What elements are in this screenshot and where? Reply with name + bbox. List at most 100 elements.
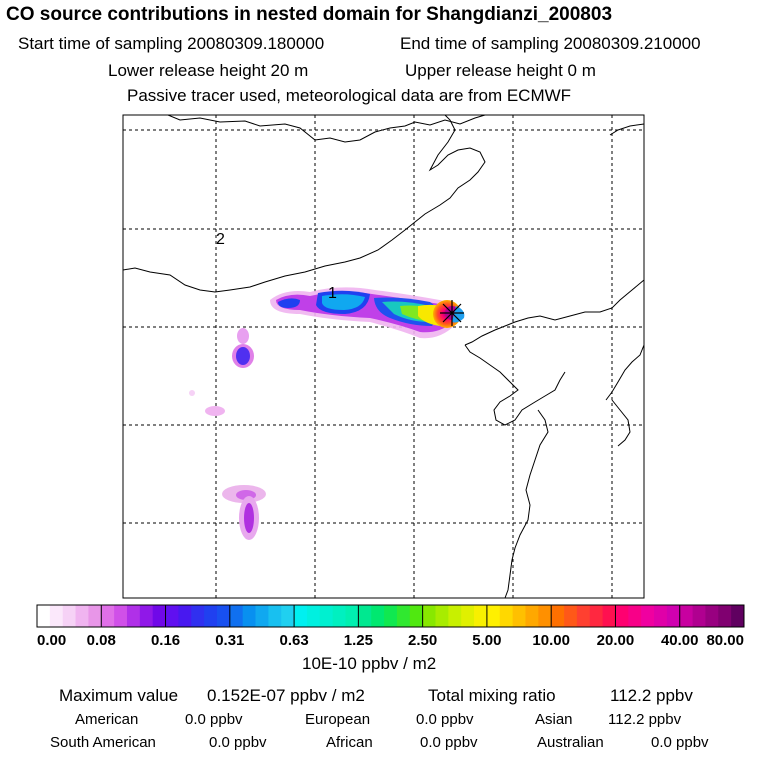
colorbar-cell bbox=[345, 605, 359, 627]
border-north bbox=[167, 115, 486, 143]
colorbar-cell bbox=[564, 605, 578, 627]
colorbar-ticks: 0.00 0.08 0.16 0.31 0.63 1.25 2.50 5.00 10.00 20.… bbox=[36, 605, 745, 649]
colorbar-cell bbox=[525, 605, 539, 627]
coast-korea bbox=[605, 344, 644, 401]
colorbar-cell bbox=[152, 605, 166, 627]
colorbar-cell bbox=[229, 605, 244, 627]
colorbar-tick-label: 80.00 bbox=[706, 632, 744, 649]
colorbar-tick-label: 0.00 bbox=[37, 632, 66, 649]
colorbar-tick-label: 2.50 bbox=[408, 632, 437, 649]
colorbar-cell bbox=[191, 605, 205, 627]
colorbar-cell bbox=[731, 605, 745, 627]
region-name: American bbox=[75, 711, 139, 728]
region-name: South American bbox=[50, 734, 156, 751]
region-name: European bbox=[305, 711, 371, 728]
colorbar-cell bbox=[474, 605, 488, 627]
colorbar-cell bbox=[306, 605, 321, 627]
colorbar-cell bbox=[666, 605, 681, 627]
colorbar-cell bbox=[255, 605, 269, 627]
colorbar-cell bbox=[281, 605, 295, 627]
colorbar-cell bbox=[371, 605, 385, 627]
colorbar-cell bbox=[435, 605, 449, 627]
colorbar-cell bbox=[268, 605, 282, 627]
receptor-marker bbox=[440, 300, 464, 326]
region-name: Australian bbox=[537, 734, 604, 751]
region-value: 0.0 ppbv bbox=[420, 734, 478, 751]
colorbar-cell bbox=[705, 605, 719, 627]
map-label-1: 1 bbox=[328, 285, 337, 302]
colorbar-cell bbox=[37, 605, 51, 627]
colorbar-cell bbox=[62, 605, 76, 627]
colorbar-cell bbox=[422, 605, 436, 627]
colorbar-tick-label: 0.08 bbox=[87, 632, 116, 649]
lower-release-height: Lower release height 20 m bbox=[108, 61, 309, 80]
plume-west-cell bbox=[278, 298, 300, 308]
sampling-end-time: End time of sampling 20080309.210000 bbox=[400, 34, 701, 53]
colorbar-cell bbox=[538, 605, 552, 627]
max-value: 0.152E-07 ppbv / m2 bbox=[207, 686, 365, 705]
colorbar-tick-label: 40.00 bbox=[661, 632, 699, 649]
patch-a bbox=[237, 328, 249, 344]
colorbar-cell bbox=[486, 605, 501, 627]
colorbar-tick-label: 1.25 bbox=[344, 632, 373, 649]
coast-east-china bbox=[504, 409, 549, 598]
plume-cyan-core bbox=[322, 294, 365, 310]
region-value: 0.0 ppbv bbox=[209, 734, 267, 751]
colorbar-cell bbox=[602, 605, 616, 627]
sampling-start-time: Start time of sampling 20080309.180000 bbox=[18, 34, 325, 53]
coast-korea-south bbox=[611, 399, 631, 447]
coast-shandong bbox=[464, 344, 566, 426]
colorbar-tick-label: 0.63 bbox=[279, 632, 308, 649]
region-value: 0.0 ppbv bbox=[416, 711, 474, 728]
colorbar-cell bbox=[319, 605, 334, 627]
border-mongolia bbox=[123, 115, 486, 293]
border-northeast bbox=[609, 123, 644, 136]
colorbar-cell bbox=[139, 605, 154, 627]
colorbar-cell bbox=[75, 605, 89, 627]
colorbar-cell bbox=[679, 605, 693, 627]
colorbar-cell bbox=[615, 605, 629, 627]
colorbar-cell bbox=[718, 605, 732, 627]
region-value: 112.2 ppbv bbox=[608, 711, 682, 728]
colorbar-cell bbox=[499, 605, 514, 627]
colorbar-cell bbox=[294, 605, 308, 627]
colorbar-cell bbox=[242, 605, 256, 627]
colorbar-tick-label: 5.00 bbox=[472, 632, 501, 649]
colorbar-unit: 10E-10 ppbv / m2 bbox=[302, 654, 437, 673]
colorbar-cell bbox=[641, 605, 655, 627]
colorbar-cell bbox=[165, 605, 179, 627]
total-mixing-value: 112.2 ppbv bbox=[610, 686, 693, 705]
colorbar-cell bbox=[114, 605, 128, 627]
colorbar-cell bbox=[589, 605, 603, 627]
colorbar-cell bbox=[461, 605, 475, 627]
colorbar-tick-label: 20.00 bbox=[597, 632, 635, 649]
colorbar-cell bbox=[396, 605, 411, 627]
chart-title: CO source contributions in nested domain… bbox=[6, 4, 613, 25]
colorbar-cell bbox=[551, 605, 565, 627]
colorbar-cells bbox=[37, 605, 745, 627]
patch-c bbox=[189, 390, 195, 396]
region-name: African bbox=[326, 734, 373, 751]
patch-b-core bbox=[236, 347, 250, 365]
colorbar-cell bbox=[49, 605, 64, 627]
total-mixing-label: Total mixing ratio bbox=[428, 686, 556, 705]
colorbar-cell bbox=[384, 605, 398, 627]
map-label-2: 2 bbox=[216, 231, 225, 248]
colorbar-cell bbox=[654, 605, 668, 627]
colorbar-cell bbox=[178, 605, 192, 627]
upper-release-height: Upper release height 0 m bbox=[405, 61, 596, 80]
colorbar-cell bbox=[628, 605, 642, 627]
colorbar-cell bbox=[332, 605, 346, 627]
colorbar-cell bbox=[576, 605, 591, 627]
colorbar-cell bbox=[512, 605, 526, 627]
region-name: Asian bbox=[535, 711, 573, 728]
colorbar-cell bbox=[448, 605, 462, 627]
colorbar-tick-label: 0.31 bbox=[215, 632, 244, 649]
colorbar-tick-label: 10.00 bbox=[532, 632, 570, 649]
colorbar-tick-label: 0.16 bbox=[151, 632, 180, 649]
colorbar-cell bbox=[88, 605, 102, 627]
region-value: 0.0 ppbv bbox=[651, 734, 709, 751]
model-note: Passive tracer used, meteorological data… bbox=[127, 86, 572, 105]
